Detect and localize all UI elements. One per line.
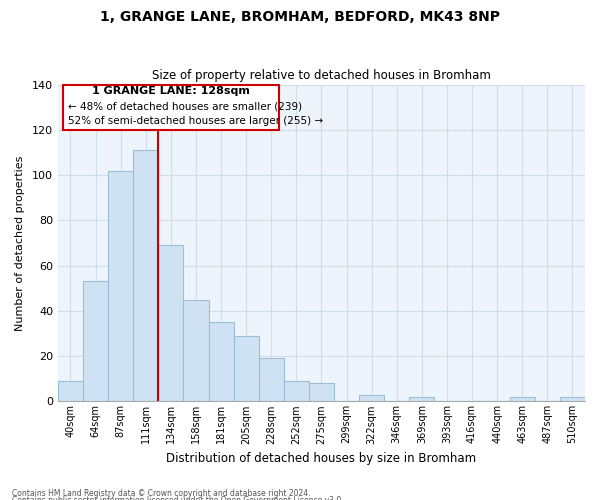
Bar [560, 397, 585, 402]
Text: Contains HM Land Registry data © Crown copyright and database right 2024.: Contains HM Land Registry data © Crown c… [12, 488, 311, 498]
Bar [259, 358, 284, 402]
Bar [83, 282, 108, 402]
Bar [158, 245, 184, 402]
Text: 1 GRANGE LANE: 128sqm: 1 GRANGE LANE: 128sqm [92, 86, 250, 96]
Bar [233, 336, 259, 402]
Text: ← 48% of detached houses are smaller (239): ← 48% of detached houses are smaller (23… [68, 102, 302, 112]
Bar [209, 322, 233, 402]
Bar [359, 394, 384, 402]
Bar [58, 381, 83, 402]
Y-axis label: Number of detached properties: Number of detached properties [15, 156, 25, 330]
Bar [510, 397, 535, 402]
Text: Contains public sector information licensed under the Open Government Licence v3: Contains public sector information licen… [12, 496, 344, 500]
Bar [309, 384, 334, 402]
Bar [184, 300, 209, 402]
Text: 52% of semi-detached houses are larger (255) →: 52% of semi-detached houses are larger (… [68, 116, 323, 126]
Bar [108, 170, 133, 402]
X-axis label: Distribution of detached houses by size in Bromham: Distribution of detached houses by size … [166, 452, 476, 465]
Bar [133, 150, 158, 402]
Title: Size of property relative to detached houses in Bromham: Size of property relative to detached ho… [152, 69, 491, 82]
FancyBboxPatch shape [63, 84, 279, 130]
Text: 1, GRANGE LANE, BROMHAM, BEDFORD, MK43 8NP: 1, GRANGE LANE, BROMHAM, BEDFORD, MK43 8… [100, 10, 500, 24]
Bar [284, 381, 309, 402]
Bar [409, 397, 434, 402]
